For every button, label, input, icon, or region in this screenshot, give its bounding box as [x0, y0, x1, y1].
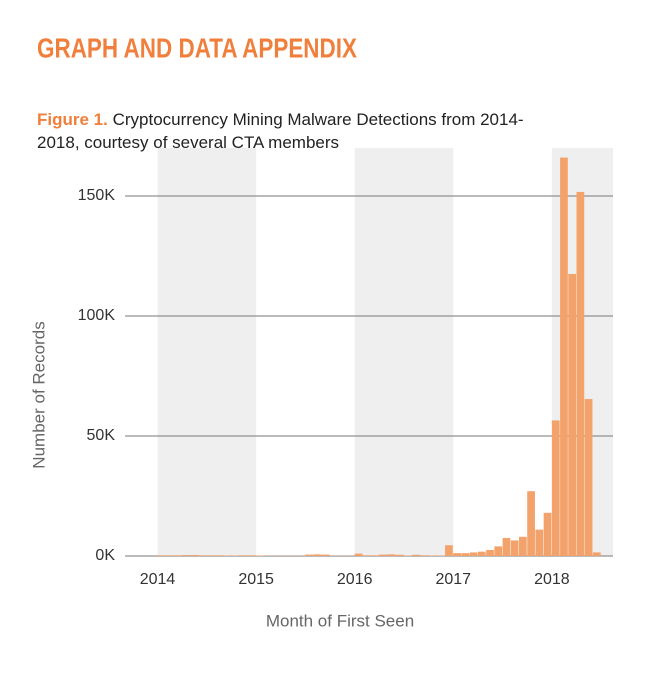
x-tick-label: 2018 — [534, 571, 570, 588]
bar — [560, 157, 568, 556]
bar — [445, 545, 453, 556]
bar — [362, 555, 371, 556]
bar — [453, 553, 462, 556]
bar — [576, 191, 585, 557]
bar — [387, 554, 396, 556]
bar — [527, 491, 535, 556]
bar — [469, 552, 478, 556]
bar — [543, 512, 552, 556]
bar — [165, 555, 174, 556]
y-tick-label: 150K — [78, 187, 116, 204]
bar — [584, 399, 593, 556]
year-band — [157, 148, 257, 556]
bar — [215, 555, 223, 556]
x-tick-label: 2014 — [140, 571, 176, 588]
y-axis-label: Number of Records — [29, 321, 48, 468]
bar — [305, 554, 314, 556]
bar — [354, 553, 363, 556]
x-tick-label: 2015 — [238, 571, 274, 588]
bar — [371, 555, 379, 556]
bar — [519, 536, 527, 556]
bar — [247, 555, 256, 556]
bar — [420, 555, 429, 556]
bar — [502, 538, 511, 556]
bar — [395, 554, 404, 556]
chart-title: Cryptocurrency Mining Malware Detections… — [37, 110, 524, 152]
bar — [412, 554, 420, 556]
bar — [551, 420, 560, 556]
bar — [461, 553, 470, 556]
bar — [198, 555, 207, 556]
bar — [486, 550, 494, 556]
x-axis-label: Month of First Seen — [266, 611, 414, 630]
bar — [313, 554, 322, 556]
caption-label: Figure 1. — [37, 110, 108, 129]
y-tick-label: 0K — [95, 547, 115, 564]
bar — [592, 552, 601, 556]
bar — [379, 554, 388, 556]
bar — [477, 551, 486, 556]
bar — [321, 554, 330, 556]
x-tick-label: 2016 — [337, 571, 373, 588]
page-title: GRAPH AND DATA APPENDIX — [37, 32, 357, 63]
bar — [568, 274, 577, 556]
bar — [157, 555, 166, 556]
bar — [182, 555, 190, 556]
caption: Figure 1. Cryptocurrency Mining Malware … — [37, 108, 527, 154]
bar — [510, 540, 519, 556]
y-tick-label: 100K — [78, 307, 116, 324]
bar — [206, 555, 215, 556]
year-band — [354, 148, 454, 556]
bar — [190, 555, 199, 556]
bar — [494, 546, 503, 556]
y-tick-label: 50K — [87, 427, 116, 444]
bar — [173, 555, 182, 556]
bar — [239, 555, 248, 556]
bar — [535, 529, 544, 556]
x-tick-label: 2017 — [435, 571, 471, 588]
